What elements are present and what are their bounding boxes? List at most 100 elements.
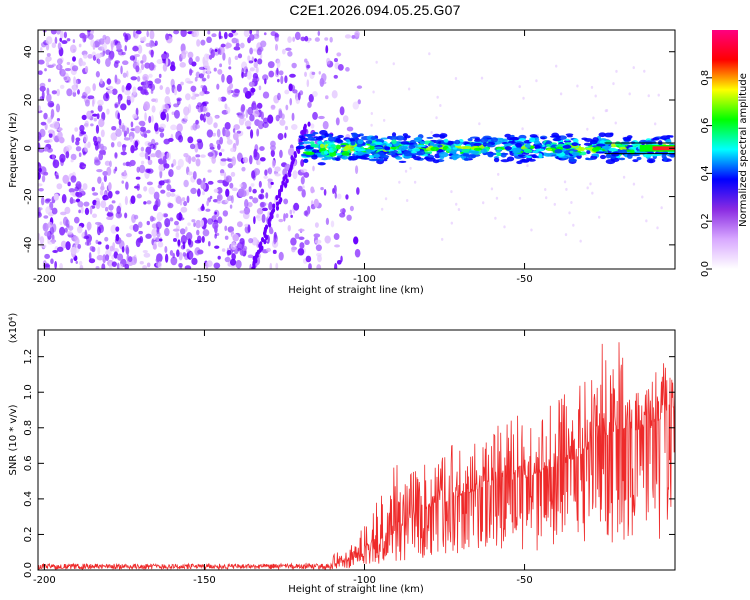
noise-blob xyxy=(269,262,273,269)
noise-blob xyxy=(195,158,201,167)
noise-blob xyxy=(73,76,76,86)
signal-blob xyxy=(506,136,513,141)
noise-blob xyxy=(172,158,177,166)
colorbar: 0.0 0.2 0.4 0.6 0.8 Normalized spectral ampl… xyxy=(700,30,749,277)
noise-blob xyxy=(235,259,242,269)
noise-blob xyxy=(457,207,461,211)
streak-blob xyxy=(280,184,284,190)
streak-blob xyxy=(283,182,288,188)
noise-blob xyxy=(230,242,237,251)
noise-blob xyxy=(590,85,594,89)
noise-blob xyxy=(281,113,285,120)
noise-blob xyxy=(212,221,219,230)
noise-blob xyxy=(455,202,458,206)
noise-blob xyxy=(159,85,164,90)
noise-blob xyxy=(137,86,143,91)
noise-blob xyxy=(143,36,147,42)
noise-blob xyxy=(257,159,261,166)
noise-blob xyxy=(55,174,60,180)
noise-blob xyxy=(249,154,253,165)
signal-blob xyxy=(493,157,500,163)
noise-blob xyxy=(102,150,106,156)
signal-blob xyxy=(646,158,656,164)
y-tick-label: 0.4 xyxy=(23,491,34,507)
noise-blob xyxy=(215,115,219,119)
noise-blob xyxy=(450,221,454,225)
streak-blob xyxy=(285,178,289,184)
noise-blob xyxy=(248,34,255,41)
noise-blob xyxy=(95,200,101,210)
signal-blob xyxy=(545,144,552,147)
noise-blob xyxy=(165,33,170,41)
noise-blob xyxy=(275,114,280,122)
noise-blob xyxy=(226,74,233,85)
streak-blob xyxy=(275,195,279,201)
noise-blob xyxy=(65,219,70,228)
noise-blob xyxy=(146,30,149,38)
noise-blob xyxy=(59,153,66,163)
noise-blob xyxy=(628,92,631,96)
noise-blob xyxy=(132,113,138,119)
noise-blob xyxy=(55,30,61,35)
noise-blob xyxy=(226,85,232,95)
noise-blob xyxy=(121,85,125,93)
signal-blob xyxy=(583,142,592,146)
signal-blob xyxy=(515,142,522,148)
signal-blob xyxy=(384,146,391,151)
noise-blob xyxy=(65,145,72,151)
noise-blob xyxy=(166,112,169,122)
noise-blob xyxy=(256,207,264,215)
noise-blob xyxy=(178,252,183,261)
noise-blob xyxy=(50,114,54,120)
noise-blob xyxy=(298,236,305,241)
noise-blob xyxy=(99,78,103,85)
noise-blob xyxy=(226,195,233,202)
noise-blob xyxy=(185,232,193,241)
noise-blob xyxy=(330,220,335,228)
noise-blob xyxy=(339,212,346,218)
noise-blob xyxy=(48,132,53,138)
y-tick-label: -40 xyxy=(23,237,34,253)
noise-blob xyxy=(248,237,254,244)
noise-blob xyxy=(97,58,101,65)
noise-blob xyxy=(44,231,51,237)
noise-blob xyxy=(51,42,57,49)
noise-blob xyxy=(268,226,273,234)
noise-blob xyxy=(217,96,222,102)
noise-blob xyxy=(187,171,193,176)
noise-blob xyxy=(124,263,130,269)
noise-blob xyxy=(169,188,176,193)
noise-blob xyxy=(174,220,179,226)
noise-blob xyxy=(356,187,360,195)
noise-blob xyxy=(196,188,201,197)
noise-blob xyxy=(56,117,61,122)
chart-title: C2E1.2026.094.05.25.G07 xyxy=(289,2,461,18)
noise-blob xyxy=(196,39,201,47)
noise-blob xyxy=(154,199,159,209)
noise-blob xyxy=(75,191,83,198)
noise-blob xyxy=(60,211,67,216)
signal-blob xyxy=(468,150,473,153)
noise-blob xyxy=(105,91,109,99)
noise-blob xyxy=(169,217,174,222)
noise-blob xyxy=(206,200,209,207)
noise-blob xyxy=(70,153,77,161)
noise-blob xyxy=(180,206,188,213)
noise-blob xyxy=(180,43,186,53)
signal-blob xyxy=(661,154,667,159)
signal-blob xyxy=(516,160,523,165)
signal-blob xyxy=(467,154,477,159)
noise-blob xyxy=(357,99,361,105)
noise-blob xyxy=(195,219,202,229)
noise-blob xyxy=(208,54,213,60)
noise-blob xyxy=(287,50,293,57)
noise-blob xyxy=(61,193,67,204)
noise-blob xyxy=(70,246,77,255)
noise-blob xyxy=(170,256,178,266)
noise-blob xyxy=(657,93,660,97)
noise-blob xyxy=(40,121,47,126)
noise-blob xyxy=(270,181,274,185)
noise-blob xyxy=(297,185,303,192)
signal-blob xyxy=(332,147,338,152)
